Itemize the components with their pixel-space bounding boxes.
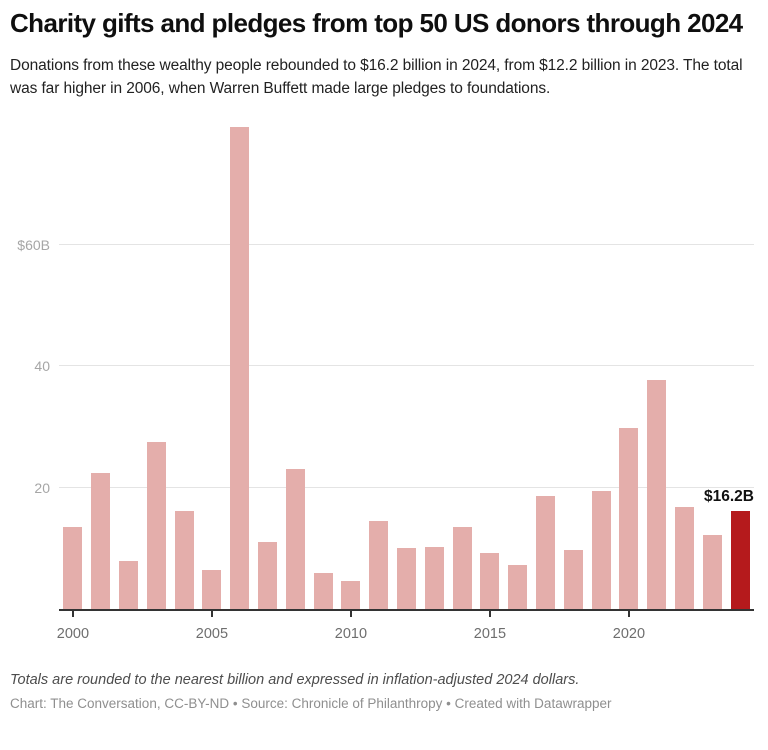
bar-slot xyxy=(309,122,337,609)
bar-slot xyxy=(559,122,587,609)
bar-2003[interactable] xyxy=(146,442,166,609)
bar-2013[interactable] xyxy=(424,547,444,609)
bar-2024[interactable] xyxy=(730,510,750,609)
bar-2007[interactable] xyxy=(257,542,277,609)
bar-slot xyxy=(337,122,365,609)
bar-slot xyxy=(142,122,170,609)
bar-slot xyxy=(198,122,226,609)
bar-chart: 20 40 $60B 2000 2005 2010 2015 2020 $16.2B xyxy=(10,122,756,644)
footnote: Totals are rounded to the nearest billio… xyxy=(10,672,580,688)
bar-2004[interactable] xyxy=(174,511,194,609)
x-axis-tick xyxy=(349,611,352,617)
bar-2001[interactable] xyxy=(91,473,111,609)
credit-line: Chart: The Conversation, CC-BY-ND • Sour… xyxy=(10,696,612,711)
x-axis-tick xyxy=(71,611,74,617)
bar-2018[interactable] xyxy=(563,549,583,609)
y-axis-tick-label: 40 xyxy=(34,358,50,375)
bar-slot xyxy=(393,122,421,609)
bar-slot xyxy=(170,122,198,609)
bar-2012[interactable] xyxy=(396,547,416,609)
bar-slot xyxy=(226,122,254,609)
bar-slot xyxy=(420,122,448,609)
bar-slot xyxy=(254,122,282,609)
bar-slot xyxy=(476,122,504,609)
bar-slot xyxy=(671,122,699,609)
bar-2015[interactable] xyxy=(480,553,500,609)
y-axis-tick-label: $60B xyxy=(17,237,50,254)
chart-subtitle: Donations from these wealthy people rebo… xyxy=(10,57,743,97)
bar-2023[interactable] xyxy=(702,535,722,609)
bar-2016[interactable] xyxy=(508,565,528,609)
bar-slot xyxy=(643,122,671,609)
bar-2010[interactable] xyxy=(341,581,361,609)
bar-2000[interactable] xyxy=(63,526,83,609)
bar-2009[interactable] xyxy=(313,573,333,609)
bar-2008[interactable] xyxy=(285,468,305,609)
chart-title: Charity gifts and pledges from top 50 US… xyxy=(10,8,743,38)
bar-slot xyxy=(281,122,309,609)
bar-2011[interactable] xyxy=(369,521,389,609)
y-axis-tick-label: 20 xyxy=(34,479,50,496)
x-axis-tick-label: 2010 xyxy=(334,626,368,642)
bar-2019[interactable] xyxy=(591,491,611,609)
gridline xyxy=(59,365,754,367)
bar-slot xyxy=(365,122,393,609)
bar-2021[interactable] xyxy=(647,379,667,609)
x-axis-tick-label: 2005 xyxy=(195,626,229,642)
bar-2022[interactable] xyxy=(674,507,694,609)
bar-slot xyxy=(698,122,726,609)
bar-2014[interactable] xyxy=(452,526,472,609)
bar-2002[interactable] xyxy=(118,561,138,609)
x-axis-tick-label: 2020 xyxy=(612,626,646,642)
x-axis-tick xyxy=(488,611,491,617)
value-annotation: $16.2B xyxy=(704,487,754,505)
bar-2017[interactable] xyxy=(535,495,555,609)
bar-slot xyxy=(115,122,143,609)
bar-slot xyxy=(726,122,754,609)
gridline xyxy=(59,486,754,488)
bar-slot xyxy=(59,122,87,609)
bar-slot xyxy=(532,122,560,609)
bar-slot xyxy=(504,122,532,609)
x-axis-tick xyxy=(210,611,213,617)
bar-2005[interactable] xyxy=(202,570,222,609)
bar-slot xyxy=(587,122,615,609)
bar-slot xyxy=(87,122,115,609)
bars xyxy=(59,122,754,609)
x-axis-tick xyxy=(627,611,630,617)
x-axis-tick-label: 2015 xyxy=(473,626,507,642)
bar-2006[interactable] xyxy=(230,127,250,609)
bar-2020[interactable] xyxy=(619,427,639,609)
x-axis-tick-label: 2000 xyxy=(56,626,90,642)
bar-slot xyxy=(615,122,643,609)
bar-slot xyxy=(448,122,476,609)
x-axis-line xyxy=(59,609,754,611)
gridline xyxy=(59,244,754,246)
plot-area: 20 40 $60B 2000 2005 2010 2015 2020 $16.2B xyxy=(17,122,754,642)
